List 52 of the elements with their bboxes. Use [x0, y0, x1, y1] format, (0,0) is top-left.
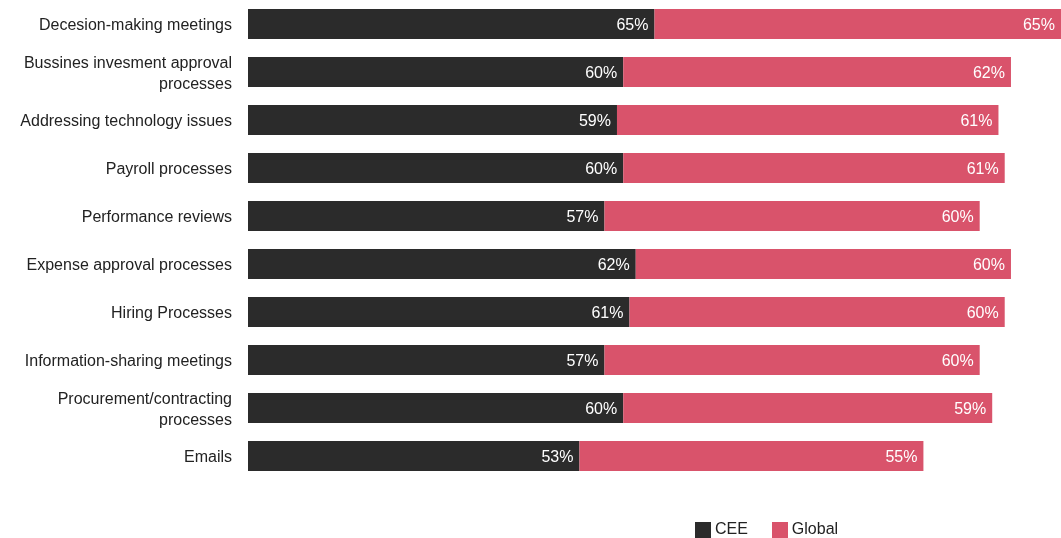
bar — [248, 57, 624, 87]
bar — [616, 105, 999, 135]
y-tick-label: Procurement/contracting processes — [57, 389, 232, 427]
data-label: 61% — [966, 159, 999, 177]
y-tick-label: Addressing technology issues — [20, 111, 232, 129]
y-tick-label: Expense approval processes — [26, 255, 232, 273]
data-label: 57% — [566, 351, 599, 369]
bar — [654, 9, 1061, 39]
bar — [248, 153, 624, 183]
bar — [623, 57, 1011, 87]
bar — [623, 153, 1005, 183]
data-label: 60% — [585, 159, 618, 177]
data-label: 60% — [972, 255, 1005, 273]
legend-label: CEE — [714, 520, 748, 537]
data-label: 60% — [941, 207, 974, 225]
bar — [635, 249, 1011, 279]
bar — [248, 393, 624, 423]
bar — [623, 393, 993, 423]
data-label: 62% — [597, 255, 630, 273]
data-label: 53% — [541, 447, 574, 465]
data-label: 60% — [585, 399, 618, 417]
bar — [604, 345, 980, 375]
y-tick-label: Payroll processes — [105, 159, 232, 177]
data-label: 60% — [941, 351, 974, 369]
bar — [248, 105, 617, 135]
bar — [248, 201, 605, 231]
y-tick-label: Bussines invesment approval processes — [23, 53, 232, 91]
data-label: 61% — [960, 111, 993, 129]
y-tick-label: Decesion-making meetings — [39, 15, 232, 33]
data-label: 59% — [578, 111, 611, 129]
y-tick-label: Information-sharing meetings — [24, 351, 232, 369]
data-label: 62% — [972, 63, 1005, 81]
data-label: 55% — [885, 447, 918, 465]
bar — [248, 249, 636, 279]
data-label: 60% — [966, 303, 999, 321]
data-label: 65% — [616, 15, 649, 33]
data-label: 61% — [591, 303, 624, 321]
data-label: 59% — [954, 399, 987, 417]
y-tick-label: Performance reviews — [81, 207, 232, 225]
legend-label: Global — [791, 520, 839, 537]
bar — [248, 9, 655, 39]
bar — [579, 441, 924, 471]
bar — [629, 297, 1005, 327]
data-label: 65% — [1022, 15, 1055, 33]
bar — [248, 345, 605, 375]
data-label: 57% — [566, 207, 599, 225]
bar — [248, 441, 580, 471]
y-tick-label: Emails — [183, 447, 232, 465]
data-label: 60% — [585, 63, 618, 81]
bar — [604, 201, 980, 231]
y-tick-label: Hiring Processes — [111, 303, 232, 321]
bar — [248, 297, 630, 327]
